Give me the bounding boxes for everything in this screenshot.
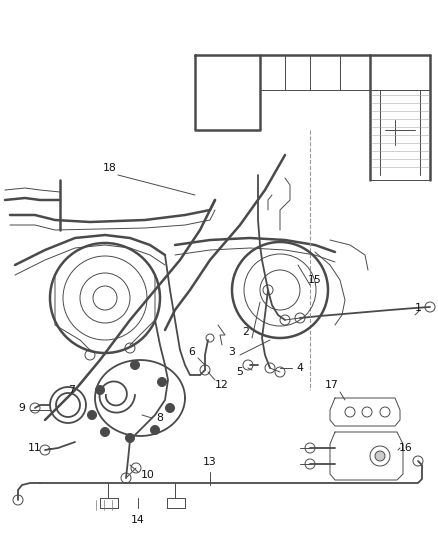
Circle shape [151, 425, 159, 434]
Circle shape [95, 385, 105, 394]
Text: 11: 11 [28, 443, 42, 453]
Text: 2: 2 [243, 327, 249, 337]
Circle shape [131, 360, 139, 369]
Text: 3: 3 [229, 347, 236, 357]
Text: 4: 4 [297, 363, 304, 373]
Text: 18: 18 [103, 163, 117, 173]
Text: 9: 9 [18, 403, 25, 413]
Text: 1: 1 [415, 303, 422, 313]
Text: 8: 8 [156, 413, 163, 423]
Text: 15: 15 [308, 275, 322, 285]
Text: 6: 6 [189, 347, 195, 357]
Circle shape [375, 451, 385, 461]
Text: 5: 5 [237, 367, 244, 377]
Circle shape [100, 427, 110, 437]
Text: 16: 16 [399, 443, 413, 453]
Circle shape [88, 410, 96, 419]
Text: 12: 12 [215, 380, 229, 390]
Circle shape [158, 377, 166, 386]
Text: 14: 14 [131, 515, 145, 525]
Text: 10: 10 [141, 470, 155, 480]
Text: 13: 13 [203, 457, 217, 467]
Text: 17: 17 [325, 380, 339, 390]
Circle shape [126, 433, 134, 442]
Circle shape [166, 403, 174, 413]
Text: 7: 7 [69, 385, 75, 395]
